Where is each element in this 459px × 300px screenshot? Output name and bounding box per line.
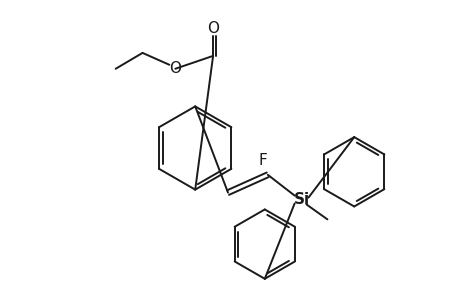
Text: O: O — [169, 61, 181, 76]
Text: F: F — [258, 153, 267, 168]
Text: O: O — [207, 21, 218, 36]
Text: Si: Si — [293, 192, 309, 207]
